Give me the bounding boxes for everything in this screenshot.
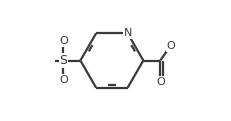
Text: O: O [59,75,68,85]
Text: S: S [59,54,67,67]
Text: N: N [123,28,132,38]
Text: O: O [156,77,165,87]
Text: O: O [166,41,175,51]
Text: O: O [59,36,68,46]
